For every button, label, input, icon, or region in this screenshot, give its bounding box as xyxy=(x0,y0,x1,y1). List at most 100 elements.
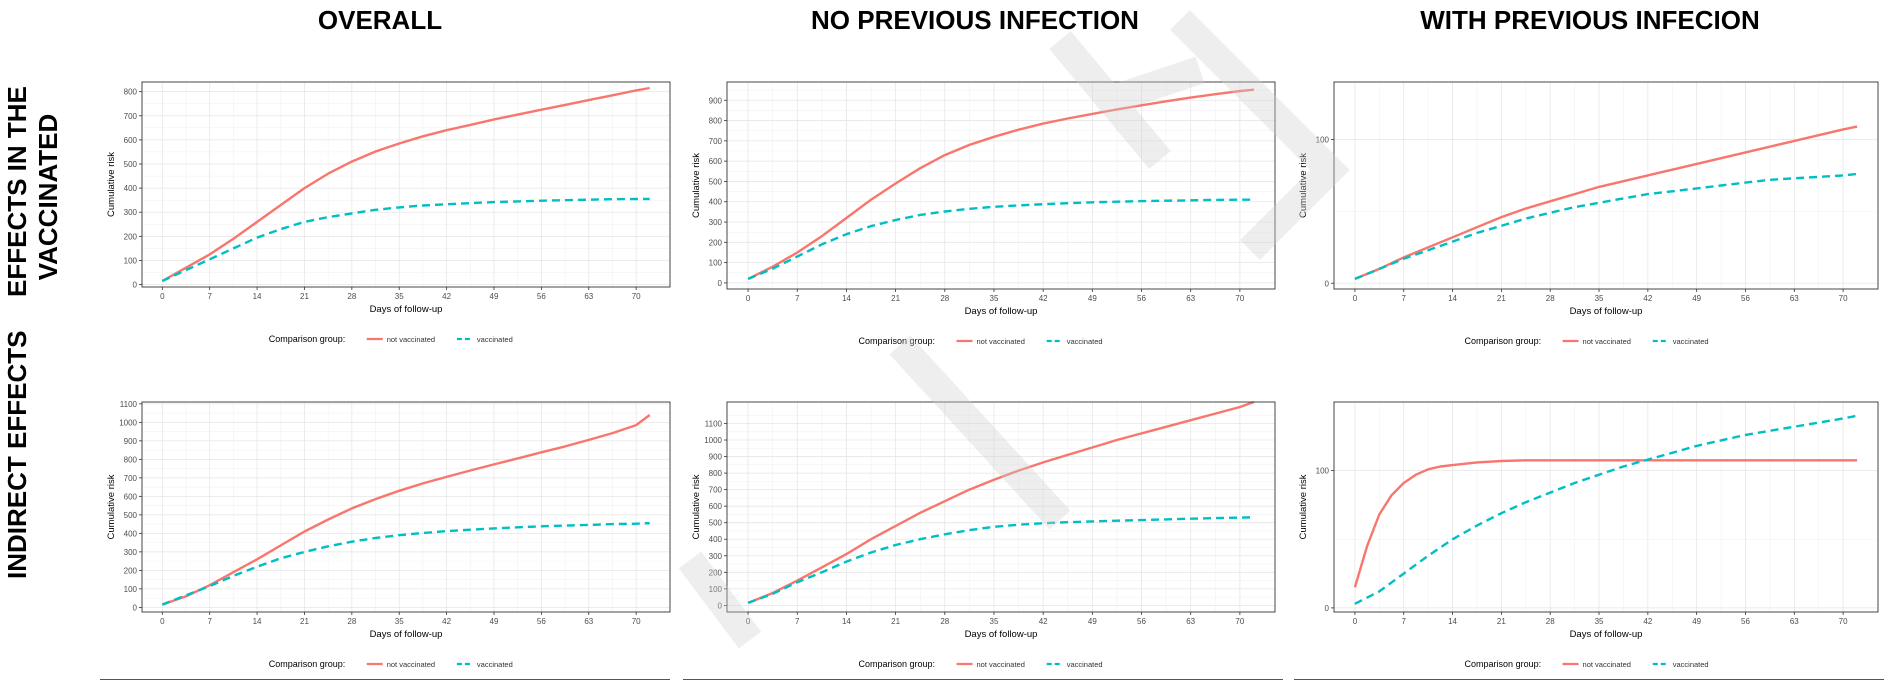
y-tick-label: 0 xyxy=(1325,604,1330,613)
x-tick-label: 14 xyxy=(842,617,851,626)
y-tick-label: 900 xyxy=(709,96,723,105)
x-axis-title: Days of follow-up xyxy=(965,629,1038,640)
series-line-not-vaccinated xyxy=(1353,459,1858,588)
x-tick-label: 7 xyxy=(795,617,800,626)
legend-label-not-vaccinated: not vaccinated xyxy=(1583,337,1631,346)
legend: Comparison group: not vaccinated vaccinate… xyxy=(269,334,513,344)
panel-overall-vaccinated: 0 7 14 21 28 35 42 49 56 63 7001002003004005006007… xyxy=(106,81,671,344)
x-tick-label: 21 xyxy=(1497,617,1506,626)
x-tick-label: 49 xyxy=(1088,294,1097,303)
y-tick-label: 1100 xyxy=(705,419,723,428)
series-line-vaccinated xyxy=(1354,414,1858,605)
y-tick-label: 1000 xyxy=(119,418,137,427)
x-tick-label: 70 xyxy=(1235,294,1244,303)
x-tick-label: 7 xyxy=(207,617,212,626)
x-tick-label: 0 xyxy=(160,617,165,626)
x-tick-label: 21 xyxy=(891,617,900,626)
y-axis-title: Cumulative risk xyxy=(691,153,702,218)
x-tick-label: 28 xyxy=(940,294,949,303)
plot-background xyxy=(142,82,670,287)
y-axis-title: Cumulative risk xyxy=(691,474,702,539)
legend-title: Comparison group: xyxy=(1465,659,1542,669)
x-tick-label: 42 xyxy=(1039,617,1048,626)
row-title-line-1: INDIRECT EFFECTS xyxy=(2,330,32,579)
row-title-line-2: VACCINATED xyxy=(33,113,63,281)
x-tick-label: 14 xyxy=(253,617,262,626)
panel-border xyxy=(141,81,671,288)
x-tick-label: 63 xyxy=(1790,294,1799,303)
x-tick-label: 7 xyxy=(795,294,800,303)
y-tick-label: 200 xyxy=(124,232,138,241)
bottom-rule-right xyxy=(1294,679,1884,680)
x-tick-label: 7 xyxy=(207,292,212,301)
y-tick-label: 600 xyxy=(709,502,723,511)
x-tick-label: 56 xyxy=(537,617,546,626)
x-tick-label: 14 xyxy=(1448,294,1457,303)
series-line-vaccinated xyxy=(1354,172,1858,281)
panel-border xyxy=(726,81,1276,290)
x-tick-label: 49 xyxy=(490,292,499,301)
x-tick-label: 28 xyxy=(1546,617,1555,626)
legend: Comparison group: not vaccinated vaccinate… xyxy=(859,336,1103,346)
bottom-rule-left xyxy=(100,679,670,680)
column-title-no-previous-infection: NO PREVIOUS INFECTION xyxy=(811,5,1139,35)
series-line-not-vaccinated xyxy=(161,86,650,283)
panel-with-previous-infection-indirect: 0 7 14 21 28 35 42 49 56 63 70 0 100 Days of follow-u… xyxy=(1298,401,1879,669)
row-title-line-1: EFFECTS IN THE xyxy=(2,86,32,297)
panel-border xyxy=(141,401,671,613)
y-tick-label: 0 xyxy=(718,279,723,288)
y-tick-label: 500 xyxy=(124,511,138,520)
y-tick-label: 0 xyxy=(133,281,138,290)
series-line-not-vaccinated xyxy=(161,414,651,606)
series-line-not-vaccinated xyxy=(747,400,1255,605)
x-tick-label: 70 xyxy=(632,617,641,626)
x-tick-label: 42 xyxy=(442,617,451,626)
x-tick-label: 56 xyxy=(537,292,546,301)
x-tick-label: 35 xyxy=(1595,617,1604,626)
y-tick-label: 300 xyxy=(124,548,138,557)
x-tick-label: 63 xyxy=(1186,617,1195,626)
y-tick-label: 600 xyxy=(124,136,138,145)
row-title-indirect-effects: INDIRECT EFFECTS xyxy=(2,330,34,579)
series-line-vaccinated xyxy=(161,197,650,283)
x-tick-label: 56 xyxy=(1741,294,1750,303)
x-tick-label: 70 xyxy=(1839,617,1848,626)
y-tick-label: 500 xyxy=(709,519,723,528)
legend-label-not-vaccinated: not vaccinated xyxy=(1583,660,1631,669)
x-tick-label: 7 xyxy=(1402,617,1407,626)
legend: Comparison group: not vaccinated vaccinate… xyxy=(1465,336,1709,346)
y-tick-label: 100 xyxy=(124,256,138,265)
y-tick-label: 800 xyxy=(124,455,138,464)
x-tick-label: 42 xyxy=(1039,294,1048,303)
x-tick-label: 49 xyxy=(1692,294,1701,303)
series-line-not-vaccinated xyxy=(747,88,1255,280)
x-tick-label: 56 xyxy=(1137,294,1146,303)
y-tick-label: 100 xyxy=(709,259,723,268)
x-tick-label: 0 xyxy=(160,292,165,301)
y-tick-label: 100 xyxy=(1316,136,1330,145)
y-tick-label: 700 xyxy=(709,137,723,146)
y-tick-label: 200 xyxy=(124,566,138,575)
x-axis-title: Days of follow-up xyxy=(370,304,443,315)
plot-background xyxy=(142,402,670,612)
legend-title: Comparison group: xyxy=(859,336,936,346)
y-axis-title: Cumulative risk xyxy=(1298,474,1309,539)
series-line-vaccinated xyxy=(747,516,1254,605)
bottom-rule-middle xyxy=(683,679,1283,680)
x-tick-label: 42 xyxy=(1643,294,1652,303)
y-tick-label: 500 xyxy=(124,160,138,169)
y-tick-label: 100 xyxy=(124,585,138,594)
y-tick-label: 700 xyxy=(124,112,138,121)
column-title-with-previous-infection: WITH PREVIOUS INFECION xyxy=(1420,5,1760,35)
y-tick-label: 400 xyxy=(709,535,723,544)
column-title-overall: OVERALL xyxy=(317,5,443,35)
x-tick-label: 70 xyxy=(1235,617,1244,626)
x-tick-label: 0 xyxy=(1353,294,1358,303)
panel-with-previous-infection-vaccinated: 0 7 14 21 28 35 42 49 56 63 70 0 100 Days of follow-u… xyxy=(1298,81,1879,346)
x-tick-label: 70 xyxy=(1839,294,1848,303)
y-tick-label: 0 xyxy=(718,601,723,610)
y-tick-label: 1100 xyxy=(120,400,138,409)
x-tick-label: 56 xyxy=(1137,617,1146,626)
plot-background xyxy=(1334,402,1878,612)
legend-title: Comparison group: xyxy=(859,659,936,669)
